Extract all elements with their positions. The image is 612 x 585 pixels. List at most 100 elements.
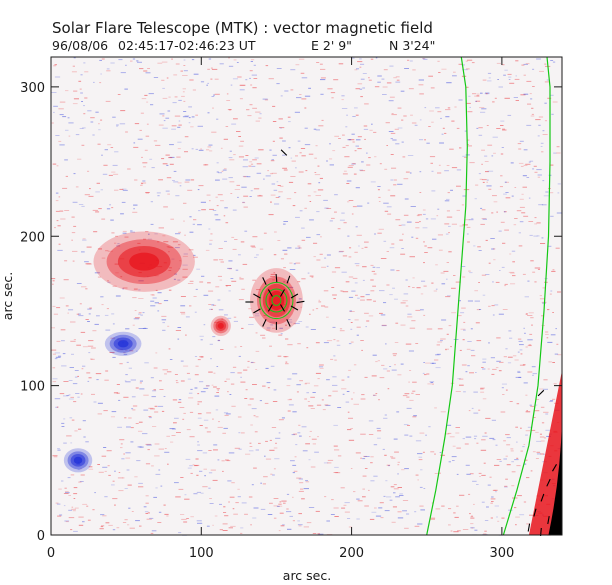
negative-speckle [217,340,221,342]
negative-speckle [441,133,444,135]
positive-speckle [313,242,318,244]
negative-speckle [203,294,209,296]
positive-speckle [55,502,59,504]
negative-speckle [515,75,517,77]
positive-speckle [270,194,276,196]
positive-speckle [455,432,460,434]
negative-speckle [352,116,356,117]
negative-speckle [318,366,324,368]
positive-speckle [552,398,556,400]
negative-speckle [116,245,121,247]
positive-speckle [476,340,482,342]
field-vector [280,289,285,297]
positive-speckle [168,251,170,253]
positive-speckle [430,162,433,164]
positive-speckle [412,69,416,71]
negative-speckle [556,212,562,214]
negative-speckle [228,177,233,179]
negative-speckle [276,181,279,183]
negative-speckle [249,77,251,79]
positive-speckle [96,182,100,184]
positive-speckle [269,502,273,504]
negative-speckle [485,274,490,275]
negative-speckle [484,520,489,521]
negative-speckle [491,155,494,157]
negative-speckle [55,192,59,194]
negative-speckle [355,145,359,147]
limb-region [528,370,562,535]
positive-speckle [370,290,375,292]
positive-speckle [457,530,461,532]
positive-speckle [416,215,420,217]
negative-speckle [354,282,358,284]
positive-speckle [248,165,252,167]
positive-speckle [192,464,195,466]
positive-speckle [211,68,218,70]
subtitle-date: 96/08/06 [52,38,108,53]
negative-speckle [139,380,143,382]
negative-speckle [482,358,487,360]
positive-speckle [383,69,388,71]
positive-speckle [238,136,241,137]
negative-speckle [404,434,409,436]
negative-speckle [138,313,141,315]
positive-speckle [484,530,487,532]
positive-speckle [289,262,293,264]
negative-speckle [269,149,272,151]
positive-speckle [478,472,482,474]
negative-speckle [536,440,542,442]
positive-speckle [369,518,375,520]
negative-speckle [177,126,181,128]
positive-speckle [177,182,182,184]
negative-speckle [463,391,466,393]
negative-speckle [486,506,489,508]
positive-speckle [379,163,382,165]
positive-speckle [70,529,73,531]
positive-speckle [519,364,525,366]
positive-speckle [77,375,79,377]
negative-speckle [540,142,544,144]
positive-speckle [186,372,190,374]
negative-speckle [523,63,528,65]
positive-speckle [386,284,390,286]
negative-speckle [496,360,501,362]
negative-speckle [301,227,305,229]
negative-speckle [498,313,504,315]
negative-speckle [195,288,198,290]
positive-speckle [397,374,402,376]
negative-speckle [265,175,271,177]
negative-speckle [452,75,457,77]
negative-speckle [420,509,425,511]
positive-speckle [84,71,89,73]
positive-speckle [415,237,419,239]
negative-speckle [269,321,275,323]
positive-speckle [266,329,271,331]
negative-speckle [316,234,321,236]
positive-speckle [202,486,208,488]
positive-speckle [310,396,315,398]
positive-speckle [194,374,199,376]
negative-speckle [538,204,544,206]
positive-speckle [476,93,480,95]
positive-speckle [78,481,82,483]
negative-speckle [526,177,530,178]
negative-speckle [270,324,274,326]
positive-speckle [489,476,492,478]
negative-speckle [102,173,108,175]
negative-speckle [430,218,436,220]
positive-speckle [440,272,445,274]
positive-speckle [531,324,533,326]
positive-speckle [98,123,100,125]
positive-speckle [162,235,166,237]
positive-speckle [357,500,363,502]
positive-speckle [285,338,289,340]
negative-speckle [364,456,370,457]
positive-speckle [189,305,192,307]
positive-speckle [180,311,186,313]
positive-speckle [167,246,169,248]
positive-speckle [272,401,278,402]
negative-speckle [190,388,193,390]
positive-speckle [387,213,392,215]
positive-speckle [210,78,213,80]
negative-speckle [404,68,409,69]
